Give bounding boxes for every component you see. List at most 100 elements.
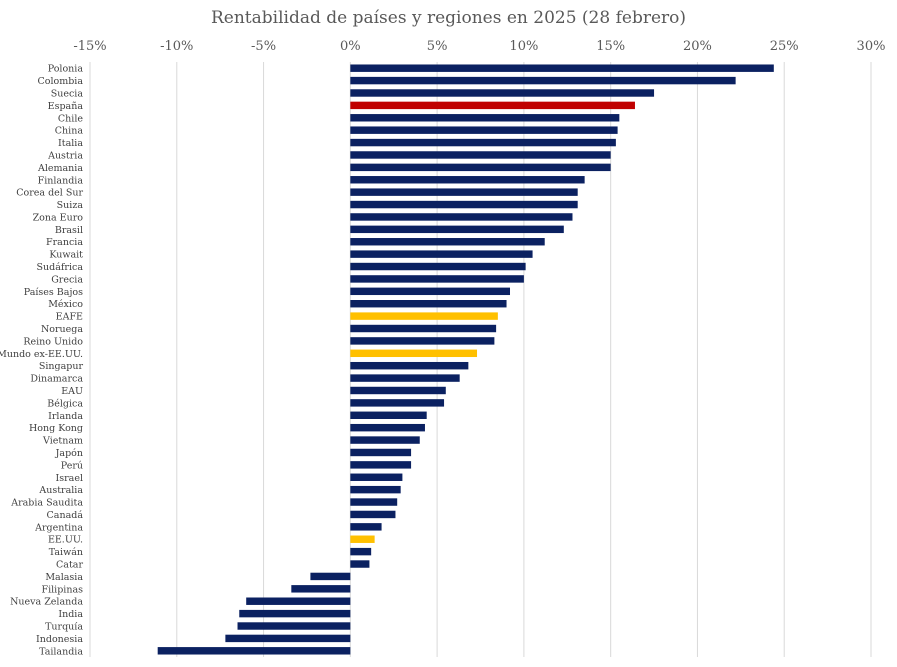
chart-title: Rentabilidad de países y regiones en 202… (210, 8, 687, 28)
category-label: Colombia (37, 76, 83, 87)
bar (350, 188, 578, 196)
category-label: Malasia (45, 572, 83, 583)
bar (225, 634, 351, 643)
bar (350, 238, 545, 246)
category-label: Reino Unido (23, 336, 83, 347)
bar (350, 213, 573, 221)
x-tick-label: 10% (509, 39, 538, 54)
bar (350, 225, 564, 234)
category-label: Kuwait (49, 250, 83, 261)
category-label: Indonesia (36, 634, 83, 645)
x-tick-label: 0% (340, 39, 361, 54)
bar (237, 622, 351, 630)
category-label: Bélgica (47, 398, 83, 409)
category-label: Alemania (37, 163, 83, 174)
bar (350, 547, 372, 556)
bar (291, 585, 351, 593)
bar (350, 114, 620, 122)
category-label: Japón (55, 448, 83, 459)
bar (350, 448, 412, 457)
bar (350, 436, 420, 444)
x-tick-label: 30% (857, 39, 886, 54)
bar (350, 300, 507, 308)
category-label: EAFE (56, 312, 83, 323)
category-label: Israel (56, 473, 84, 484)
bar (350, 76, 736, 85)
category-label: Mundo ex-EE.UU. (0, 349, 83, 360)
category-label: Arabia Saudita (10, 498, 83, 509)
category-label: Canadá (47, 510, 84, 521)
category-label: Hong Kong (29, 423, 83, 434)
bar (350, 287, 511, 296)
bar (350, 312, 498, 320)
category-label: Nueva Zelanda (10, 597, 83, 608)
bar (350, 473, 403, 481)
bar (350, 411, 427, 419)
category-label: Perú (61, 460, 83, 471)
bar (350, 101, 635, 110)
bar (350, 275, 524, 283)
bar (239, 609, 351, 618)
x-tick-label: -5% (251, 39, 276, 54)
x-tick-label: 25% (770, 39, 799, 54)
category-label: Filipinas (42, 584, 84, 595)
bar (350, 399, 445, 407)
bar (157, 647, 351, 655)
category-label: Argentina (34, 522, 83, 533)
category-label: Noruega (41, 324, 83, 335)
bar (350, 461, 412, 469)
bar (350, 374, 460, 382)
bar (350, 560, 370, 568)
category-label: Zona Euro (33, 212, 84, 223)
bar (350, 510, 396, 519)
bar (350, 337, 495, 345)
category-label: India (58, 609, 83, 620)
category-label: Catar (56, 560, 83, 571)
category-label: Australia (38, 485, 83, 496)
x-tick-label: -10% (160, 39, 193, 54)
bar (246, 597, 351, 605)
bar (350, 126, 618, 134)
category-label: Suecia (51, 88, 84, 99)
category-label: China (55, 126, 84, 137)
category-label: México (48, 299, 83, 310)
bar (350, 361, 469, 370)
category-label: Taiwán (49, 547, 83, 558)
category-label: Singapur (39, 361, 84, 372)
bar (350, 535, 375, 543)
category-label: Dinamarca (30, 374, 83, 385)
x-tick-label: 20% (683, 39, 712, 54)
bar (350, 138, 616, 147)
category-label: Suiza (57, 200, 84, 211)
category-label: Chile (58, 113, 83, 124)
bar (350, 151, 611, 159)
bar (350, 64, 774, 72)
category-label: Turquía (45, 622, 83, 633)
bar (350, 523, 382, 531)
category-label: Austria (47, 150, 83, 161)
category-label: EE.UU. (48, 535, 83, 546)
category-label: Irlanda (48, 411, 83, 422)
bar (350, 89, 655, 97)
category-label: Grecia (51, 274, 83, 285)
category-label: Brasil (55, 225, 83, 236)
bar (350, 262, 526, 271)
x-tick-label: -15% (73, 39, 106, 54)
category-label: Finlandia (38, 175, 84, 186)
category-label: Tailandia (39, 646, 83, 657)
bar (310, 572, 351, 581)
category-label: Italia (58, 138, 83, 149)
bar (350, 200, 578, 209)
bar (350, 163, 611, 172)
bar (350, 498, 398, 506)
bar (350, 423, 425, 432)
bar (350, 485, 401, 494)
category-label: Sudáfrica (37, 262, 84, 273)
category-label: Francia (46, 237, 83, 248)
x-tick-label: 5% (427, 39, 448, 54)
category-label: EAU (61, 386, 83, 397)
bar (350, 324, 497, 333)
bar (350, 386, 446, 395)
